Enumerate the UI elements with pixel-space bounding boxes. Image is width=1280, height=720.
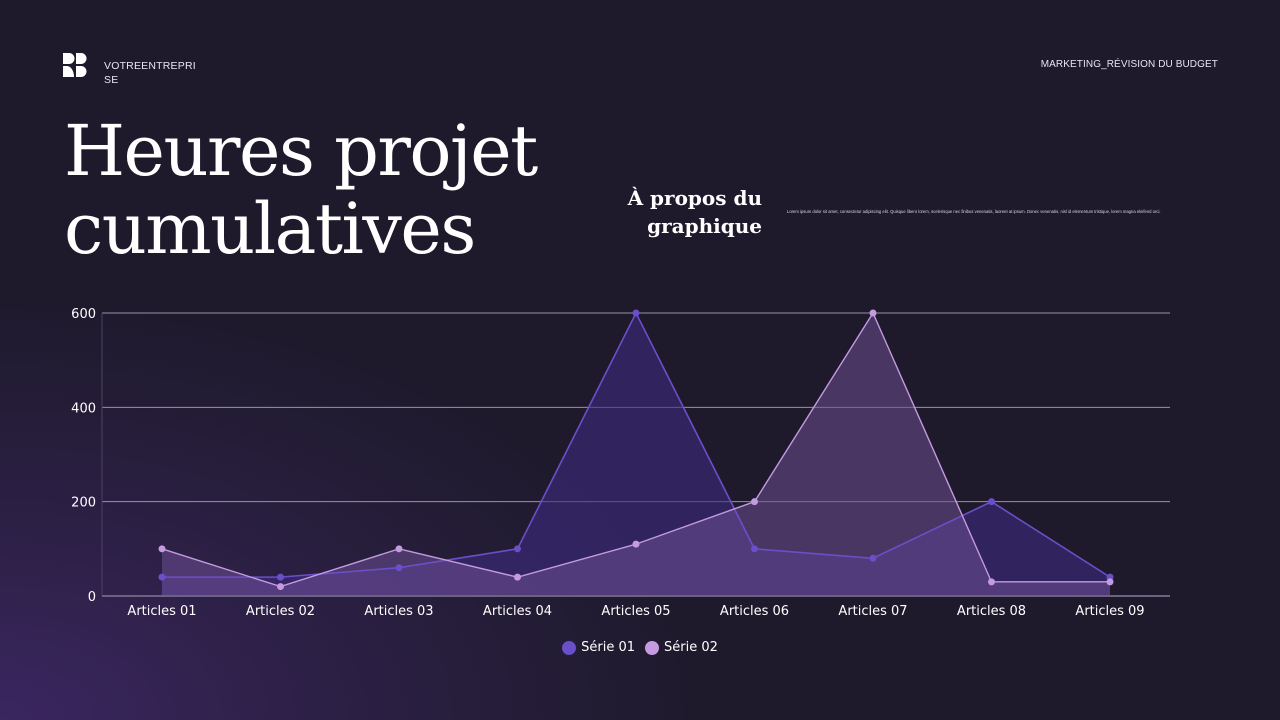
about-description: Lorem ipsum dolor sit amet, consectetur … — [787, 209, 1161, 214]
data-point — [395, 564, 403, 572]
x-tick-label: Articles 07 — [838, 604, 907, 619]
y-tick-label: 400 — [71, 401, 96, 416]
legend-label: Série 02 — [664, 640, 718, 655]
x-tick-label: Articles 09 — [1075, 604, 1144, 619]
legend-item: Série 02 — [645, 640, 718, 655]
brand-name: VOTREENTREPRISE — [104, 60, 196, 86]
y-tick-label: 600 — [71, 307, 96, 322]
data-point — [751, 498, 758, 506]
data-point — [632, 309, 640, 317]
data-point — [1106, 578, 1114, 586]
x-tick-label: Articles 04 — [483, 604, 552, 619]
data-point — [514, 545, 521, 553]
data-point — [277, 573, 284, 581]
x-tick-label: Articles 08 — [957, 604, 1026, 619]
legend-swatch-icon — [645, 640, 659, 655]
data-point — [751, 545, 758, 553]
legend-item: Série 01 — [562, 640, 635, 655]
data-point — [514, 573, 521, 581]
brand-logo-icon — [63, 53, 87, 77]
x-tick-label: Articles 02 — [246, 604, 315, 619]
data-point — [869, 309, 877, 317]
x-tick-label: Articles 06 — [720, 604, 789, 619]
chart-legend: Série 01 Série 02 — [0, 640, 1280, 655]
page-title: Heures projet cumulatives — [64, 110, 538, 270]
area-serie-02 — [162, 313, 1110, 596]
legend-swatch-icon — [562, 640, 577, 655]
data-point — [988, 578, 995, 586]
x-tick-label: Articles 03 — [364, 604, 433, 619]
data-point — [988, 498, 995, 506]
legend-label: Série 01 — [581, 640, 635, 655]
data-point — [277, 583, 284, 591]
data-point — [632, 540, 640, 548]
area-serie-01 — [162, 313, 1110, 596]
section-label: MARKETING_RÉVISION DU BUDGET — [1040, 59, 1218, 70]
data-point — [395, 545, 403, 553]
y-tick-label: 200 — [71, 496, 96, 511]
y-tick-label: 0 — [88, 590, 96, 605]
data-point — [869, 554, 877, 562]
x-tick-label: Articles 01 — [127, 604, 196, 619]
data-point — [158, 545, 166, 553]
about-heading: À propos du graphique — [627, 186, 762, 238]
data-point — [158, 573, 166, 581]
x-tick-label: Articles 05 — [601, 604, 670, 619]
